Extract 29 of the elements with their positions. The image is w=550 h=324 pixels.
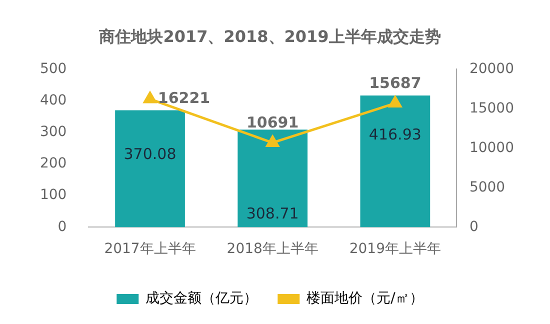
y-tick-label: 200 xyxy=(40,156,67,172)
y2-tick-label: 15000 xyxy=(469,100,514,116)
data-label: 15687 xyxy=(369,74,422,92)
y-tick-label: 400 xyxy=(40,92,67,108)
bar xyxy=(360,95,430,228)
x-tick-label: 2017年上半年 xyxy=(104,241,196,258)
y2-tick-label: 20000 xyxy=(469,60,514,77)
y-tick-label: 300 xyxy=(40,124,67,140)
data-label: 10691 xyxy=(246,114,299,132)
point xyxy=(144,92,156,104)
chart-title: 商住地块2017、2018、2019上半年成交走势 xyxy=(98,26,441,46)
legend-label: 成交金额（亿元） xyxy=(146,290,258,307)
y-tick-label: 100 xyxy=(40,187,67,204)
x-tick-label: 2019年上半年 xyxy=(349,241,441,258)
y2-tick-label: 0 xyxy=(469,218,478,235)
y2-tick-label: 5000 xyxy=(469,179,506,196)
y2-tick-label: 10000 xyxy=(469,140,514,156)
point xyxy=(388,96,402,108)
bar xyxy=(238,130,308,228)
data-label: 370.08 xyxy=(124,145,176,164)
x-tick-label: 2018年上半年 xyxy=(226,241,318,258)
y-tick-label: 0 xyxy=(58,218,67,235)
legend-label: 楼面地价（元/㎡） xyxy=(306,290,424,307)
data-label: 308.71 xyxy=(246,204,299,223)
point xyxy=(266,135,280,147)
y-tick-label: 500 xyxy=(40,60,67,77)
data-label: 16221 xyxy=(158,88,210,107)
bar xyxy=(115,110,185,228)
data-label: 416.93 xyxy=(368,125,422,144)
